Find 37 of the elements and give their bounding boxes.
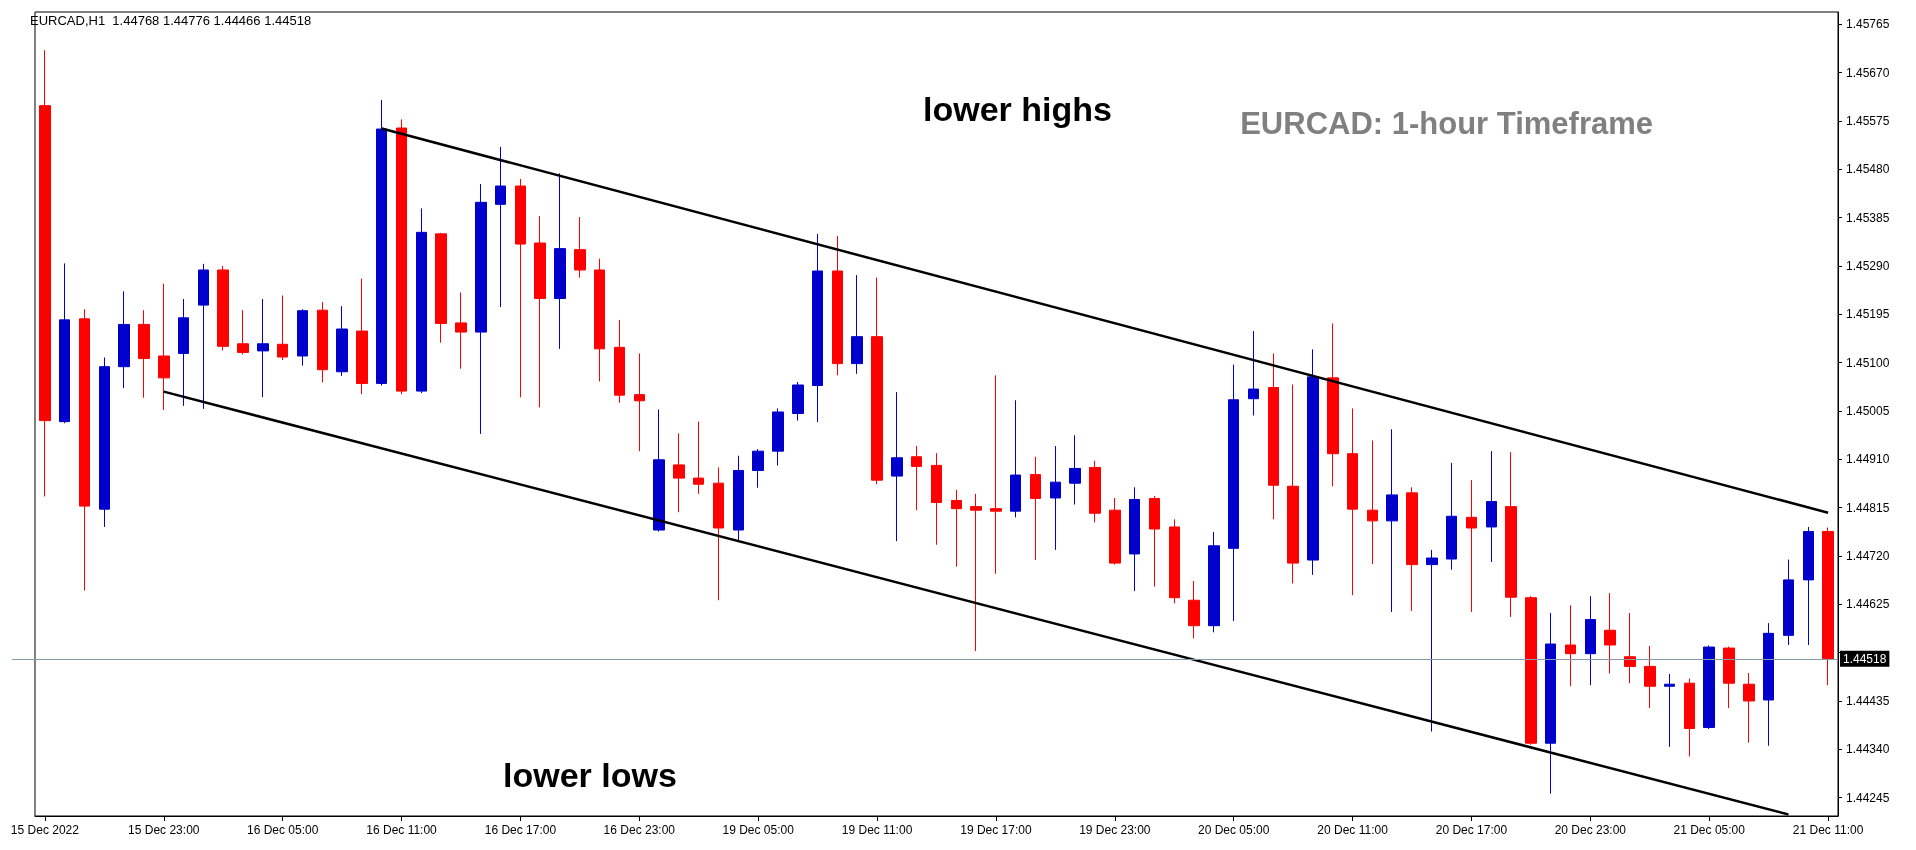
x-tick-label: 16 Dec 11:00 xyxy=(366,823,438,837)
x-tick-label: 21 Dec 11:00 xyxy=(1792,823,1864,837)
x-tick-label: 20 Dec 23:00 xyxy=(1554,823,1627,837)
annotation: lower highs xyxy=(923,90,1112,128)
y-tick-label: 1.45670 xyxy=(1846,65,1890,80)
x-tick-label: 16 Dec 05:00 xyxy=(246,823,319,837)
y-tick-label: 1.44720 xyxy=(1846,548,1890,563)
x-tick-label: 16 Dec 17:00 xyxy=(484,823,557,837)
y-tick-label: 1.45005 xyxy=(1846,403,1890,418)
y-tick-label: 1.44910 xyxy=(1846,452,1890,467)
annotation: EURCAD,H1 1.44768 1.44776 1.44466 1.44518 xyxy=(30,13,312,28)
x-tick-label: 15 Dec 2022 xyxy=(10,823,80,837)
x-tick-label: 19 Dec 11:00 xyxy=(841,823,913,837)
ref-line-label: 1.44518 xyxy=(1843,651,1887,666)
y-tick-label: 1.45575 xyxy=(1846,113,1890,128)
text: EURCAD: 1-hour Timeframe xyxy=(1240,106,1653,141)
y-tick-label: 1.44245 xyxy=(1846,790,1890,805)
y-tick-label: 1.45385 xyxy=(1846,210,1890,225)
y-tick-label: 1.44625 xyxy=(1846,597,1890,612)
x-tick-label: 16 Dec 23:00 xyxy=(603,823,676,837)
y-tick-label: 1.45765 xyxy=(1846,17,1890,32)
x-tick-label: 19 Dec 05:00 xyxy=(722,823,795,837)
x-tick-label: 20 Dec 11:00 xyxy=(1317,823,1389,837)
x-tick-label: 19 Dec 17:00 xyxy=(960,823,1032,837)
y-tick-label: 1.44340 xyxy=(1846,742,1890,757)
x-tick-label: 21 Dec 05:00 xyxy=(1673,823,1746,837)
y-tick-label: 1.44815 xyxy=(1846,500,1890,515)
y-tick-label: 1.45290 xyxy=(1846,258,1890,273)
y-tick-label: 1.45195 xyxy=(1846,307,1890,322)
annotation: lower lows xyxy=(503,756,677,794)
x-tick-label: 19 Dec 23:00 xyxy=(1079,823,1151,837)
x-tick-label: 20 Dec 17:00 xyxy=(1435,823,1508,837)
x-tick-label: 15 Dec 23:00 xyxy=(128,823,200,837)
y-tick-label: 1.45100 xyxy=(1846,355,1890,370)
x-tick-label: 20 Dec 05:00 xyxy=(1198,823,1270,837)
y-tick-label: 1.44435 xyxy=(1846,694,1890,708)
y-tick-label: 1.45480 xyxy=(1846,162,1890,177)
